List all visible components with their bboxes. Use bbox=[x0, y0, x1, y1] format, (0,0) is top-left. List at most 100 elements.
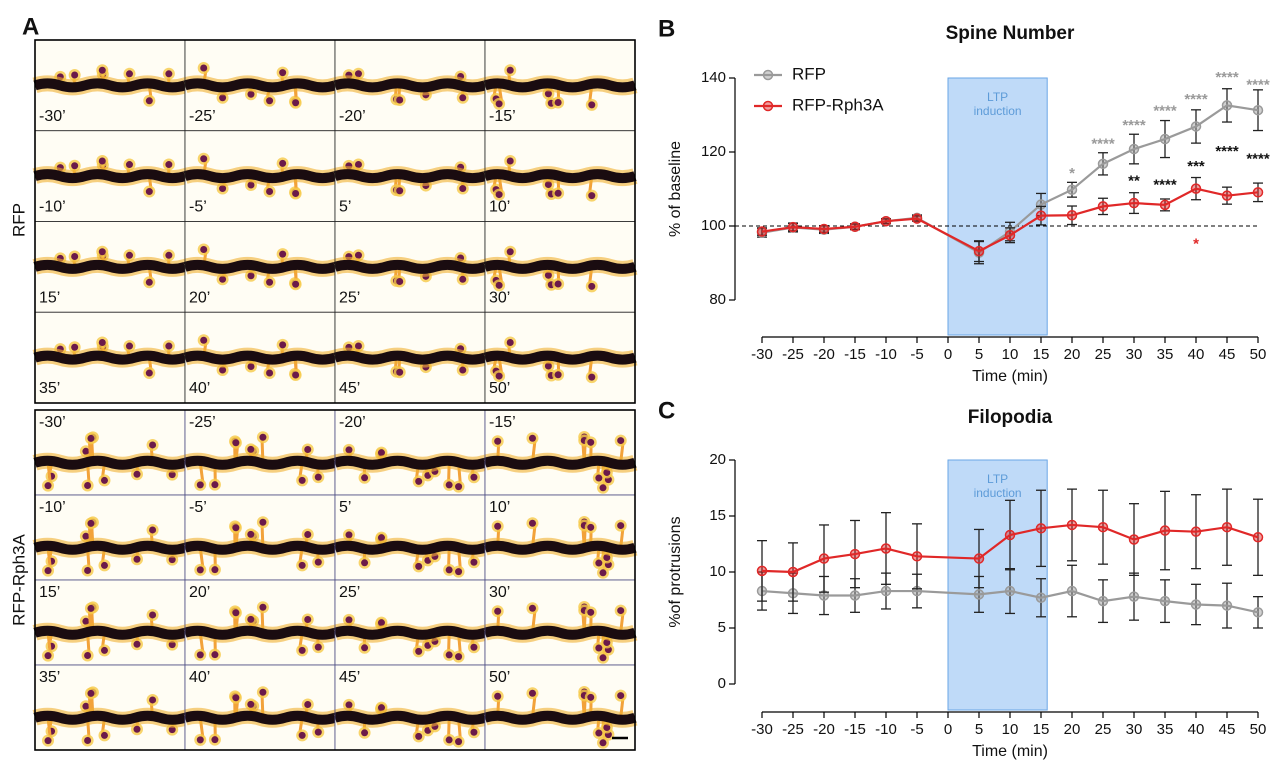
x-tick-label: 40 bbox=[1188, 346, 1205, 363]
spine-head bbox=[470, 729, 477, 736]
frame-time-label: 5’ bbox=[339, 199, 351, 216]
data-point bbox=[758, 566, 767, 575]
significance-stars: *** bbox=[1187, 158, 1205, 175]
frame-time-label: 45’ bbox=[339, 669, 360, 686]
panel-a: RFP-30’-25’-20’-15’-10’-5’5’10’15’20’25’… bbox=[9, 40, 635, 750]
spine-head bbox=[149, 611, 156, 618]
spine-head bbox=[232, 694, 239, 701]
spine-head bbox=[455, 738, 462, 745]
dendrite bbox=[335, 356, 485, 360]
spine-head bbox=[247, 616, 254, 623]
x-tick-label: 5 bbox=[975, 721, 983, 738]
frame-time-label: 50’ bbox=[489, 380, 510, 397]
spine-head bbox=[247, 446, 254, 453]
frame-time-label: 20’ bbox=[189, 584, 210, 601]
spine-head bbox=[149, 696, 156, 703]
spine-head bbox=[587, 524, 594, 531]
spine-head bbox=[496, 191, 503, 198]
spine-head bbox=[84, 652, 91, 659]
spine-head bbox=[266, 188, 273, 195]
y-tick-label: 140 bbox=[701, 69, 726, 86]
spine-head bbox=[126, 161, 133, 168]
frame-time-label: -30’ bbox=[39, 414, 66, 431]
spine-head bbox=[446, 566, 453, 573]
x-tick-label: -25 bbox=[782, 346, 804, 363]
spine-head bbox=[415, 733, 422, 740]
y-tick-label: 5 bbox=[718, 619, 726, 636]
data-point bbox=[1130, 145, 1139, 154]
spine-head bbox=[446, 736, 453, 743]
dendrite bbox=[35, 546, 185, 550]
x-tick-label: 20 bbox=[1064, 721, 1081, 738]
spine-head bbox=[200, 155, 207, 162]
spine-head bbox=[599, 569, 606, 576]
spine-head bbox=[494, 523, 501, 530]
frame-time-label: 10’ bbox=[489, 199, 510, 216]
spine-head bbox=[149, 526, 156, 533]
y-tick-label: 100 bbox=[701, 217, 726, 234]
dendrite bbox=[185, 546, 335, 550]
spine-head bbox=[279, 251, 286, 258]
legend-label: RFP bbox=[792, 64, 826, 83]
spine-head bbox=[200, 246, 207, 253]
data-point bbox=[882, 544, 891, 553]
spine-head bbox=[133, 556, 140, 563]
data-point bbox=[789, 568, 798, 577]
spine-head bbox=[345, 531, 352, 538]
legend-marker bbox=[764, 102, 773, 111]
x-tick-label: 45 bbox=[1219, 721, 1236, 738]
frame-time-label: 20’ bbox=[189, 289, 210, 306]
spine-head bbox=[396, 278, 403, 285]
significance-stars: **** bbox=[1122, 117, 1146, 134]
spine-head bbox=[555, 190, 562, 197]
x-tick-label: -15 bbox=[844, 346, 866, 363]
spine-head bbox=[84, 482, 91, 489]
y-tick-label: 0 bbox=[718, 675, 726, 692]
x-tick-label: -30 bbox=[751, 721, 773, 738]
legend-marker bbox=[764, 71, 773, 80]
chart-title: Spine Number bbox=[946, 23, 1075, 44]
x-tick-label: -20 bbox=[813, 346, 835, 363]
frame-time-label: 5’ bbox=[339, 499, 351, 516]
x-tick-label: -25 bbox=[782, 721, 804, 738]
frame-time-label: -10’ bbox=[39, 199, 66, 216]
dendrite bbox=[185, 265, 335, 269]
dendrite bbox=[485, 83, 635, 87]
spine-head bbox=[87, 605, 94, 612]
significance-stars: * bbox=[1069, 165, 1075, 182]
significance-stars: **** bbox=[1153, 102, 1177, 119]
x-tick-label: 30 bbox=[1126, 721, 1143, 738]
spine-head bbox=[588, 374, 595, 381]
panel-label: B bbox=[658, 15, 675, 42]
spine-head bbox=[555, 281, 562, 288]
spine-head bbox=[279, 69, 286, 76]
frame-time-label: 45’ bbox=[339, 380, 360, 397]
x-tick-label: -10 bbox=[875, 721, 897, 738]
chart-title: Filopodia bbox=[968, 407, 1053, 428]
spine-head bbox=[71, 72, 78, 79]
ltp-label-box: LTP induction bbox=[966, 472, 1030, 512]
spine-head bbox=[211, 651, 218, 658]
spine-head bbox=[99, 248, 106, 255]
spine-head bbox=[99, 339, 106, 346]
frame-time-label: 35’ bbox=[39, 380, 60, 397]
data-point bbox=[1006, 231, 1015, 240]
spine-head bbox=[304, 446, 311, 453]
dendrite bbox=[35, 265, 185, 269]
spine-head bbox=[555, 371, 562, 378]
y-tick-label: 10 bbox=[709, 563, 726, 580]
x-tick-label: 25 bbox=[1095, 721, 1112, 738]
spine-head bbox=[87, 435, 94, 442]
spine-head bbox=[126, 252, 133, 259]
spine-head bbox=[165, 161, 172, 168]
data-point bbox=[1068, 587, 1077, 596]
x-tick-label: 15 bbox=[1033, 721, 1050, 738]
data-point bbox=[1223, 523, 1232, 532]
spine-head bbox=[455, 568, 462, 575]
spine-head bbox=[588, 192, 595, 199]
data-point bbox=[1192, 184, 1201, 193]
data-point bbox=[851, 550, 860, 559]
significance-stars: **** bbox=[1091, 136, 1115, 153]
spine-head bbox=[299, 732, 306, 739]
